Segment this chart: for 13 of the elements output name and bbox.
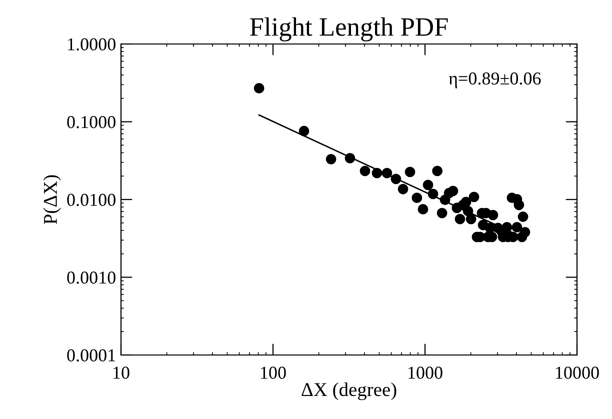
x-tick-label: 1000	[408, 366, 442, 379]
x-axis-title: ΔX (degree)	[302, 382, 396, 400]
y-tick-label: 0.0010	[67, 272, 116, 284]
y-axis-title: P(ΔX)	[43, 175, 61, 224]
x-tick-label: 10000	[556, 366, 599, 379]
y-tick-label: 0.0001	[67, 349, 116, 362]
x-tick-label: 10	[114, 366, 130, 379]
x-tick-label: 100	[261, 366, 286, 379]
y-tick-label: 0.1000	[67, 116, 116, 128]
chart-title: Flight Length PDF	[250, 17, 448, 42]
y-tick-label: 1.0000	[68, 38, 116, 51]
y-tick-label: 0.0100	[67, 194, 116, 206]
annotation: η=0.89±0.06	[448, 72, 541, 88]
